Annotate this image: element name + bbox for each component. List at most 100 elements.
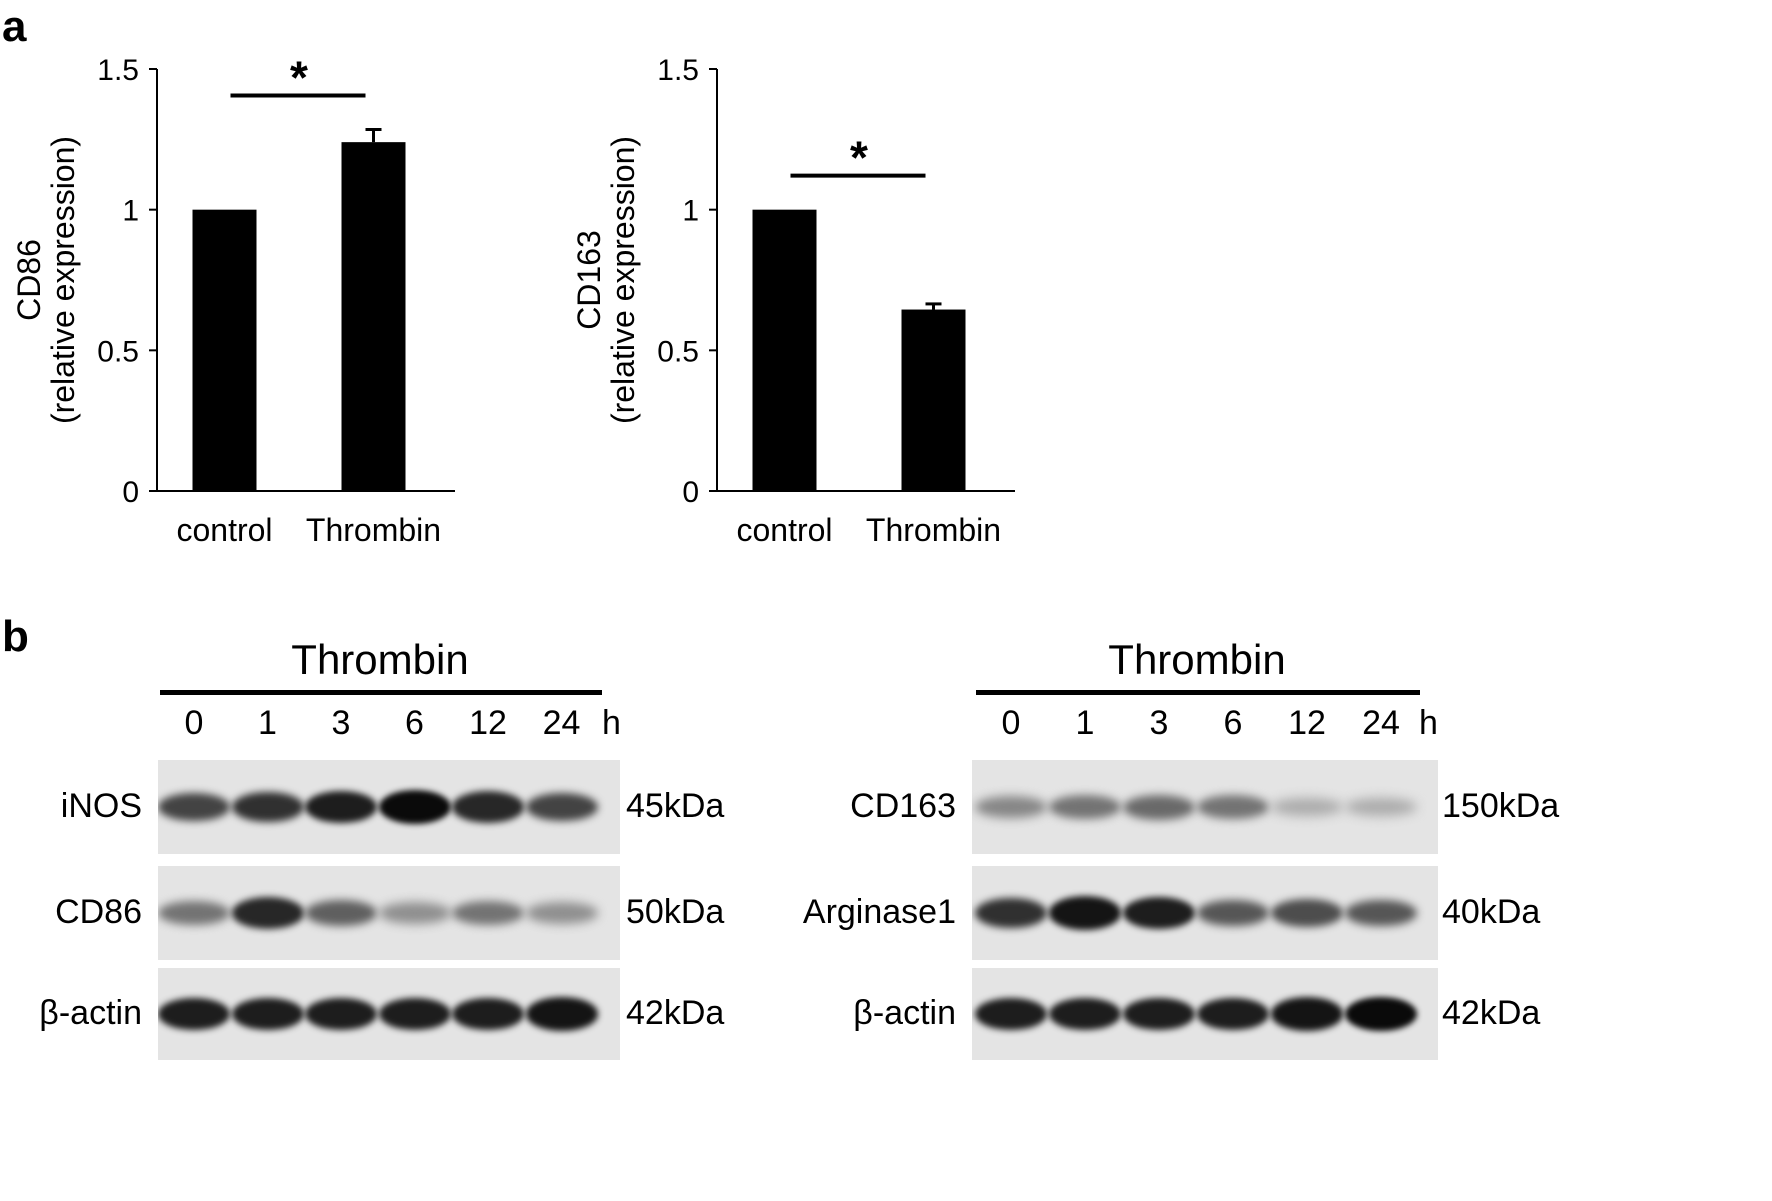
y-axis-label: CD163(relative expression) <box>571 136 641 424</box>
protein-band <box>525 902 598 924</box>
y-tick-label: 1 <box>682 195 699 228</box>
y-tick-label: 1 <box>122 195 139 228</box>
protein-band <box>1345 797 1417 817</box>
bar-control <box>752 209 817 491</box>
protein-band <box>1271 899 1343 927</box>
blot-strip <box>972 760 1438 854</box>
y-axis-label: CD86(relative expression) <box>11 136 81 424</box>
protein-band <box>525 792 598 822</box>
treatment-bar <box>160 690 602 695</box>
protein-band <box>1123 997 1195 1031</box>
panel-label-a: a <box>2 2 27 51</box>
protein-label: β-actin <box>39 994 142 1032</box>
protein-band <box>158 792 230 822</box>
protein-band <box>1123 794 1195 820</box>
protein-band <box>378 997 451 1031</box>
y-axis-label-line2: (relative expression) <box>45 136 81 424</box>
protein-band <box>1049 997 1121 1031</box>
x-tick-label: Thrombin <box>306 512 441 548</box>
protein-label: Arginase1 <box>802 893 956 931</box>
lane-label: 0 <box>184 704 204 742</box>
molecular-weight-label: 45kDa <box>626 787 725 825</box>
protein-label: β-actin <box>853 994 956 1032</box>
protein-band <box>1345 997 1417 1031</box>
y-tick-label: 0.5 <box>97 335 139 368</box>
blot-strip <box>158 866 620 960</box>
time-unit-label: h <box>1419 704 1438 742</box>
blot-strip <box>158 968 620 1060</box>
protein-label: iNOS <box>60 787 142 825</box>
y-axis-label-line1: CD163 <box>571 230 607 330</box>
molecular-weight-label: 42kDa <box>626 994 725 1032</box>
x-tick-label: control <box>176 512 272 548</box>
y-tick-label: 0 <box>682 476 699 509</box>
lane-label: 3 <box>331 704 351 742</box>
time-unit-label: h <box>602 704 621 742</box>
blot-title: Thrombin <box>291 636 469 683</box>
lane-label: 1 <box>258 704 277 742</box>
protein-band <box>1197 899 1269 927</box>
protein-band <box>305 790 377 824</box>
protein-band <box>378 790 451 824</box>
bar-thrombin <box>901 309 966 491</box>
protein-band <box>525 997 598 1031</box>
protein-band <box>452 791 524 823</box>
blot-strip <box>972 866 1438 960</box>
lane-label: 6 <box>1223 704 1243 742</box>
bar-thrombin <box>341 142 406 491</box>
significance-asterisk: * <box>290 51 308 103</box>
protein-band <box>231 997 304 1031</box>
protein-band <box>975 795 1047 819</box>
protein-band <box>1197 794 1269 820</box>
lane-label: 12 <box>469 704 507 742</box>
protein-band <box>305 900 377 926</box>
protein-band <box>975 897 1047 929</box>
protein-band <box>1271 997 1343 1031</box>
blot-strip <box>158 760 620 854</box>
protein-band <box>452 900 524 926</box>
protein-label: CD163 <box>850 787 956 825</box>
protein-band <box>975 997 1047 1031</box>
treatment-bar <box>976 690 1420 695</box>
bar-control <box>192 209 257 491</box>
protein-band <box>452 997 524 1031</box>
y-tick-label: 0 <box>122 476 139 509</box>
x-tick-label: control <box>736 512 832 548</box>
protein-band <box>1271 797 1343 817</box>
panel-label-b: b <box>2 612 29 661</box>
protein-band <box>1049 794 1121 820</box>
protein-band <box>305 997 377 1031</box>
protein-label: CD86 <box>55 893 142 931</box>
molecular-weight-label: 150kDa <box>1442 787 1560 825</box>
y-tick-label: 0.5 <box>657 335 699 368</box>
molecular-weight-label: 50kDa <box>626 893 725 931</box>
blot-strip <box>972 968 1438 1060</box>
bar-chart-cd163: CD163(relative expression) 0 0.5 1 1.5 contro… <box>571 54 1015 548</box>
protein-band <box>378 902 451 924</box>
significance-asterisk: * <box>850 132 868 184</box>
y-axis-label-line2: (relative expression) <box>605 136 641 424</box>
x-tick-label: Thrombin <box>866 512 1001 548</box>
protein-band <box>158 900 230 926</box>
molecular-weight-label: 42kDa <box>1442 994 1541 1032</box>
protein-band <box>158 997 230 1031</box>
protein-band <box>1123 896 1195 930</box>
protein-band <box>231 897 304 929</box>
y-tick-label: 1.5 <box>657 54 699 87</box>
lane-label: 12 <box>1288 704 1326 742</box>
bar-chart-cd86: CD86(relative expression) 0 0.5 1 1.5 control… <box>11 51 455 548</box>
molecular-weight-label: 40kDa <box>1442 893 1541 931</box>
lane-label: 1 <box>1075 704 1095 742</box>
protein-band <box>1197 997 1269 1031</box>
lane-label: 0 <box>1001 704 1021 742</box>
blot-title: Thrombin <box>1108 636 1286 683</box>
y-axis-label-line1: CD86 <box>11 239 47 321</box>
lane-label: 24 <box>542 704 581 742</box>
protein-band <box>1049 896 1121 930</box>
lane-label: 24 <box>1362 704 1400 742</box>
lane-label: 6 <box>405 704 424 742</box>
y-tick-label: 1.5 <box>97 54 139 87</box>
protein-band <box>231 791 304 823</box>
protein-band <box>1345 899 1417 927</box>
lane-label: 3 <box>1149 704 1169 742</box>
